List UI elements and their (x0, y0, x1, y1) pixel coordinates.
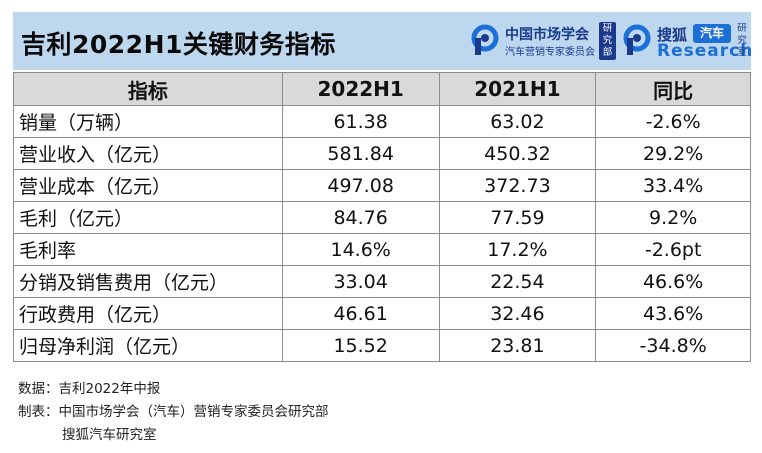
value-yoy: -2.6pt (595, 233, 751, 266)
table-row: 归母净利润（亿元） 15.52 23.81 -34.8% (13, 329, 751, 362)
value-2022h1: 14.6% (281, 233, 440, 266)
title-bar: 吉利2022H1关键财务指标 中国市场学会 汽车营销专家委员会 研究部 搜狐 汽… (13, 12, 754, 70)
table-row: 行政费用（亿元） 46.61 32.46 43.6% (13, 297, 751, 330)
value-2021h1: 23.81 (438, 329, 597, 362)
row-name: 分销及销售费用（亿元） (13, 265, 283, 298)
value-2022h1: 581.84 (281, 137, 440, 170)
table-row: 营业成本（亿元） 497.08 372.73 33.4% (13, 169, 751, 202)
value-yoy: -2.6% (595, 105, 751, 138)
sohu-logo: 搜狐 汽车 Research 研究室 (623, 22, 754, 62)
value-2022h1: 497.08 (281, 169, 440, 202)
row-name: 营业收入（亿元） (13, 137, 283, 170)
table-row: 营业收入（亿元） 581.84 450.32 29.2% (13, 137, 751, 170)
header-indicator: 指标 (13, 72, 283, 106)
sohu-logo-tag: 汽车 (693, 24, 731, 43)
footer-notes: 数据：吉利2022年中报 制表：中国市场学会（汽车）营销专家委员会研究部 搜狐汽… (18, 378, 329, 447)
value-2021h1: 77.59 (438, 201, 597, 234)
value-2021h1: 63.02 (438, 105, 597, 138)
value-yoy: 29.2% (595, 137, 751, 170)
row-name: 毛利率 (13, 233, 283, 266)
sohu-logo-name: 搜狐 (657, 26, 688, 44)
row-name: 行政费用（亿元） (13, 297, 283, 330)
row-name: 营业成本（亿元） (13, 169, 283, 202)
table-row: 销量（万辆） 61.38 63.02 -2.6% (13, 105, 751, 138)
value-2021h1: 372.73 (438, 169, 597, 202)
cmr-logo-name: 中国市场学会 (505, 27, 589, 43)
value-2022h1: 84.76 (281, 201, 440, 234)
value-2021h1: 22.54 (438, 265, 597, 298)
table-row: 毛利（亿元） 84.76 77.59 9.2% (13, 201, 751, 234)
cmr-logo-vertical: 研究部 (599, 22, 616, 60)
cmr-logo-subtitle: 汽车营销专家委员会 (505, 47, 595, 58)
page-title: 吉利2022H1关键财务指标 (21, 30, 336, 59)
header-2022h1: 2022H1 (281, 72, 440, 106)
row-name: 毛利（亿元） (13, 201, 283, 234)
financial-table: 指标 2022H1 2021H1 同比 销量（万辆） 61.38 63.02 -… (13, 72, 751, 362)
maker-note-second: 搜狐汽车研究室 (62, 427, 157, 443)
maker-note: 制表：中国市场学会（汽车）营销专家委员会研究部 (18, 404, 329, 420)
row-name: 归母净利润（亿元） (13, 329, 283, 362)
value-yoy: 33.4% (595, 169, 751, 202)
value-yoy: -34.8% (595, 329, 751, 362)
header-2021h1: 2021H1 (438, 72, 597, 106)
value-2021h1: 450.32 (438, 137, 597, 170)
cmr-logo: 中国市场学会 汽车营销专家委员会 研究部 (471, 22, 621, 62)
source-note: 数据：吉利2022年中报 (18, 381, 161, 397)
row-name: 销量（万辆） (13, 105, 283, 138)
table-row: 分销及销售费用（亿元） 33.04 22.54 46.6% (13, 265, 751, 298)
sohu-logo-english: Research (657, 41, 754, 61)
table-header-row: 指标 2022H1 2021H1 同比 (13, 72, 751, 106)
value-yoy: 43.6% (595, 297, 751, 330)
cmr-logo-mark-icon (471, 24, 499, 55)
value-2021h1: 17.2% (438, 233, 597, 266)
table-row: 毛利率 14.6% 17.2% -2.6pt (13, 233, 751, 266)
value-yoy: 9.2% (595, 201, 751, 234)
value-2022h1: 46.61 (281, 297, 440, 330)
value-2022h1: 33.04 (281, 265, 440, 298)
sohu-logo-mark-icon (623, 24, 651, 55)
value-2022h1: 61.38 (281, 105, 440, 138)
value-2022h1: 15.52 (281, 329, 440, 362)
header-yoy: 同比 (595, 72, 751, 106)
value-yoy: 46.6% (595, 265, 751, 298)
sohu-logo-vertical: 研究室 (737, 23, 747, 58)
value-2021h1: 32.46 (438, 297, 597, 330)
